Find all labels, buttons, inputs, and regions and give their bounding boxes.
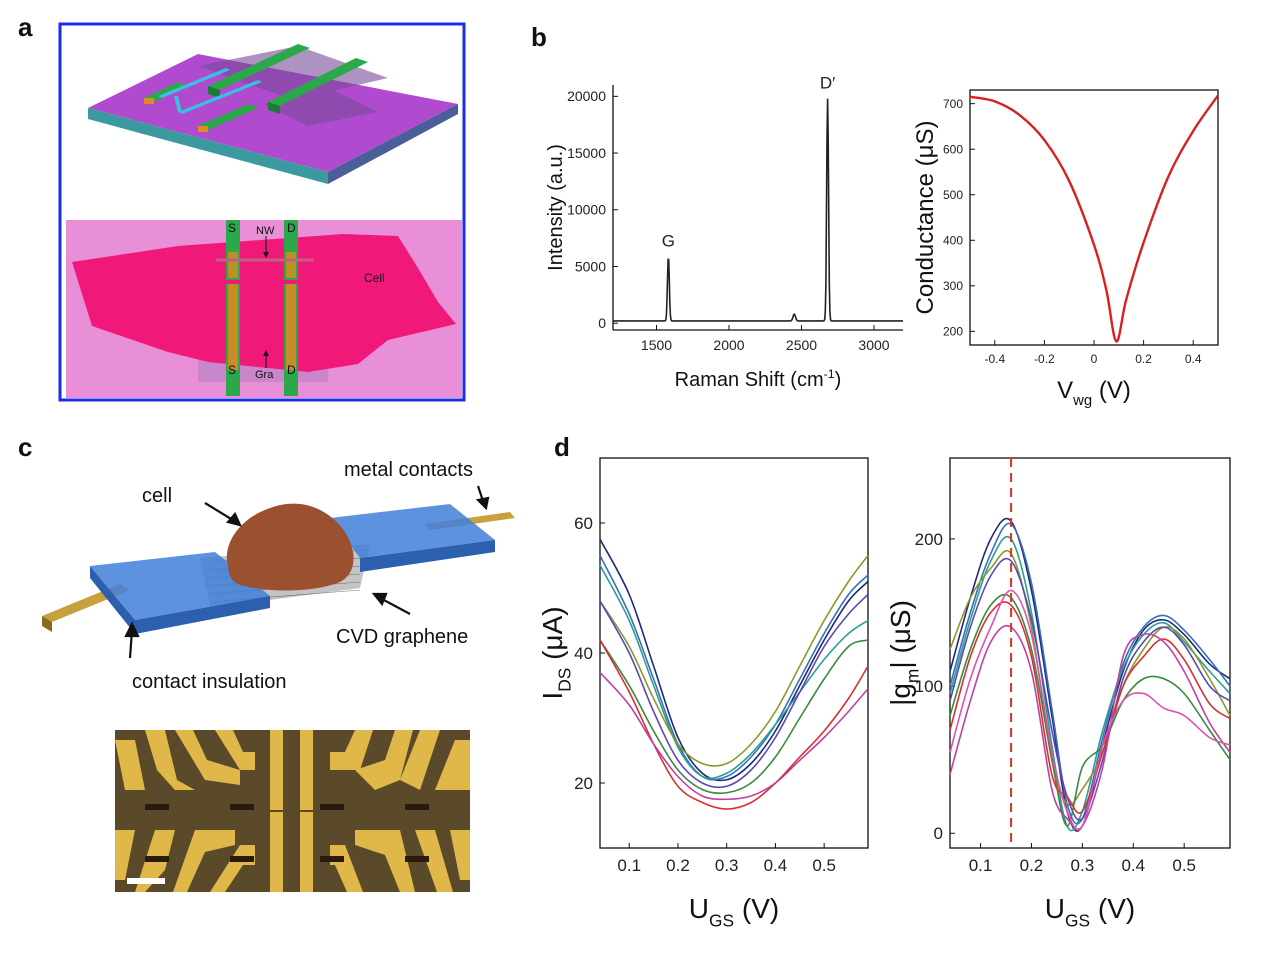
electrode-bars <box>144 44 368 132</box>
y-tick-label: 60 <box>574 514 593 533</box>
label-cvd-graphene: CVD graphene <box>336 626 468 648</box>
ids-series-line <box>599 555 869 781</box>
y-tick-label: 200 <box>943 325 963 339</box>
left-insulation <box>90 552 270 620</box>
y-tick-label: 600 <box>943 142 963 156</box>
label-d-top: D <box>287 221 296 235</box>
nanowire-cyan <box>158 68 262 114</box>
conductance-chart: -0.4 -0.2 0 0.2 0.4 200 300 400 500 600 700 Vwg (V)… <box>912 89 1219 409</box>
scale-bar <box>127 878 165 884</box>
x-tick-label: 0.4 <box>1185 352 1202 366</box>
label-s-top: S <box>228 221 236 235</box>
raman-spectrum-line <box>613 98 903 322</box>
substrate-3d <box>88 44 458 184</box>
x-tick-label: 2500 <box>786 337 817 353</box>
x-tick-label: 0.2 <box>1020 856 1044 875</box>
right-insulation <box>330 504 495 558</box>
x-tick-label: 0.2 <box>666 856 690 875</box>
y-tick-label: 300 <box>943 279 963 293</box>
x-tick-label: 0.2 <box>1135 352 1152 366</box>
plot-frame <box>599 457 869 849</box>
gm-y-label: |gm| (μS) <box>885 600 922 706</box>
y-tick-label: 200 <box>915 530 943 549</box>
micrograph-electrodes <box>115 730 470 892</box>
gm-series-line <box>949 589 1231 831</box>
label-gra: Gra <box>255 369 274 381</box>
micrograph-channels <box>145 804 429 862</box>
ids-series-line <box>599 555 869 767</box>
gm-series-line <box>949 601 1231 814</box>
x-tick-label: -0.4 <box>984 352 1005 366</box>
gm-series-line <box>949 549 1231 806</box>
panel-letter-a: a <box>18 12 33 42</box>
conductance-curve <box>969 94 1219 343</box>
x-tick-label: 0.4 <box>1121 856 1145 875</box>
peak-label: D′ <box>820 74 835 93</box>
label-s-bottom: S <box>228 363 236 377</box>
y-tick-label: 0 <box>934 824 943 843</box>
ids-x-label: UGS (V) <box>689 893 779 930</box>
ids-y-label: IDS (μA) <box>537 606 574 699</box>
y-tick-label: 700 <box>943 97 963 111</box>
conductance-y-label: Conductance (μS) <box>912 121 939 315</box>
x-tick-label: 0.5 <box>812 856 836 875</box>
raman-y-label: Intensity (a.u.) <box>545 144 567 271</box>
x-tick-label: 0.5 <box>1172 856 1196 875</box>
panel-letter-b: b <box>531 22 547 52</box>
gm-series-line <box>949 557 1231 821</box>
device-top-view: S D NW Cell S D Gra <box>66 220 462 398</box>
ids-series-line <box>599 671 869 801</box>
micrograph <box>115 730 470 892</box>
gm-series-line <box>949 593 1231 827</box>
gm-series-line <box>949 522 1231 825</box>
label-metal-contacts: metal contacts <box>344 459 473 481</box>
ids-chart: 0.1 0.2 0.3 0.4 0.5 20 40 60 UGS (V) IDS (μA) <box>537 457 869 930</box>
panel-c-schematic: cell metal contacts CVD graphene contact… <box>42 459 515 693</box>
y-tick-label: 500 <box>943 188 963 202</box>
label-cell-c: cell <box>142 485 172 507</box>
x-tick-label: 3000 <box>858 337 889 353</box>
panel-letter-c: c <box>18 432 33 462</box>
ids-series-line <box>599 639 869 795</box>
ids-series-line <box>599 564 869 780</box>
x-tick-label: 0 <box>1091 352 1098 366</box>
x-tick-label: 2000 <box>713 337 744 353</box>
raman-chart: 1500 2000 2500 3000 0 5000 10000 15000 20000 G D′ R… <box>545 74 903 391</box>
label-contact-insulation: contact insulation <box>132 671 287 693</box>
label-d-bottom: D <box>287 363 296 377</box>
y-tick-label: 0 <box>598 315 606 331</box>
x-tick-label: 0.1 <box>969 856 993 875</box>
conductance-x-label: Vwg (V) <box>1057 377 1131 409</box>
label-nw: NW <box>256 225 275 237</box>
y-tick-label: 100 <box>915 677 943 696</box>
plot-frame <box>969 89 1219 346</box>
label-cell: Cell <box>364 271 385 285</box>
panel-letter-d: d <box>554 432 570 462</box>
y-tick-label: 15000 <box>567 145 606 161</box>
y-tick-label: 20 <box>574 774 593 793</box>
gm-chart: 0.1 0.2 0.3 0.4 0.5 0 100 200 UGS (V) |gm| (μS) <box>885 457 1231 930</box>
x-tick-label: 1500 <box>641 337 672 353</box>
peak-label: G <box>662 231 675 250</box>
y-tick-label: 400 <box>943 233 963 247</box>
x-tick-label: 0.3 <box>715 856 739 875</box>
cell-shape <box>72 234 456 372</box>
x-tick-label: 0.3 <box>1071 856 1095 875</box>
y-tick-label: 5000 <box>575 258 606 274</box>
plot-frame <box>949 457 1231 849</box>
electrodes-vertical <box>226 220 298 396</box>
x-tick-label: 0.1 <box>617 856 641 875</box>
raman-x-label: Raman Shift (cm-1) <box>675 367 842 391</box>
gm-series-line <box>949 536 1231 832</box>
cell-blob <box>226 503 354 591</box>
y-tick-label: 10000 <box>567 202 606 218</box>
gm-x-label: UGS (V) <box>1045 893 1135 930</box>
ids-series-line <box>599 593 869 789</box>
x-tick-label: -0.2 <box>1034 352 1055 366</box>
y-tick-label: 20000 <box>567 88 606 104</box>
ids-series-line <box>599 538 869 782</box>
panel-a-schematic: S D NW Cell S D Gra <box>58 22 466 402</box>
y-tick-label: 40 <box>574 644 593 663</box>
x-tick-label: 0.4 <box>764 856 788 875</box>
